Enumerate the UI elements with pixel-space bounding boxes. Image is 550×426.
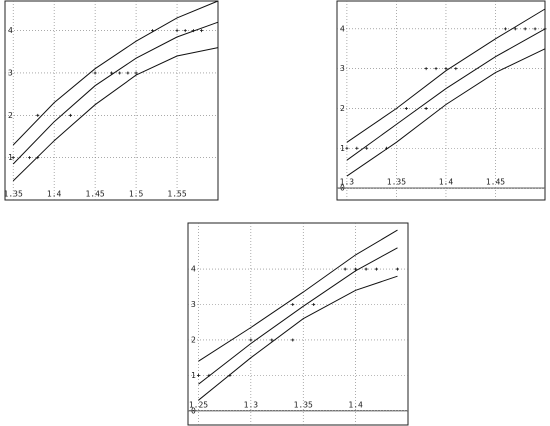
- data-point: [404, 106, 408, 110]
- data-point: [175, 29, 179, 33]
- y-tick-label: 1: [8, 153, 13, 162]
- data-point: [291, 303, 295, 307]
- data-point: [93, 71, 97, 75]
- x-tick-label: 1.4: [47, 190, 62, 199]
- data-point: [312, 303, 316, 307]
- fit-curve: [198, 229, 398, 362]
- x-tick-label: 1.4: [348, 400, 363, 409]
- y-tick-label: 2: [8, 111, 13, 120]
- data-point: [134, 71, 138, 75]
- data-point: [118, 71, 122, 75]
- data-point: [355, 146, 359, 150]
- fit-curve: [198, 275, 398, 401]
- data-point: [434, 67, 438, 71]
- data-point: [345, 146, 349, 150]
- data-point: [385, 146, 389, 150]
- y-tick-label: 0: [191, 406, 196, 415]
- data-point: [207, 373, 211, 377]
- data-point: [343, 267, 347, 271]
- fit-curve: [12, 21, 219, 165]
- y-tick-label: 0: [340, 184, 345, 193]
- data-point: [249, 338, 253, 342]
- y-tick-label: 1: [340, 144, 345, 153]
- fit-curve: [346, 8, 546, 143]
- data-point: [375, 267, 379, 271]
- x-tick-label: 1.25: [189, 400, 208, 409]
- data-point: [396, 267, 400, 271]
- data-point: [444, 67, 448, 71]
- x-tick-label: 1.35: [294, 400, 313, 409]
- data-point: [150, 29, 154, 33]
- data-point: [183, 29, 187, 33]
- y-tick-label: 1: [191, 371, 196, 380]
- y-tick-label: 2: [340, 104, 345, 113]
- data-point: [523, 27, 527, 31]
- data-point: [196, 373, 200, 377]
- data-point: [503, 27, 507, 31]
- data-point: [424, 106, 428, 110]
- x-tick-label: 1.5: [129, 190, 144, 199]
- y-tick-label: 3: [340, 64, 345, 73]
- plot-frame: [336, 0, 546, 201]
- fit-curve: [12, 47, 219, 182]
- data-point: [228, 373, 232, 377]
- fit-curve: [346, 28, 546, 161]
- y-tick-label: 3: [191, 300, 196, 309]
- data-point: [36, 113, 40, 117]
- data-point: [270, 338, 274, 342]
- data-point: [191, 29, 195, 33]
- data-point: [365, 146, 369, 150]
- x-tick-label: 1.3: [340, 178, 355, 187]
- data-point: [110, 71, 113, 75]
- data-point: [364, 267, 368, 271]
- data-point: [424, 67, 428, 71]
- x-tick-label: 1.4: [439, 178, 454, 187]
- data-point: [36, 156, 40, 160]
- data-point: [454, 67, 458, 71]
- x-tick-label: 1.3: [244, 400, 259, 409]
- data-point: [69, 113, 73, 117]
- data-point: [513, 27, 517, 31]
- y-tick-label: 4: [8, 26, 13, 35]
- data-point: [200, 29, 204, 33]
- x-tick-label: 1.45: [486, 178, 505, 187]
- fit-curve: [198, 247, 398, 385]
- y-tick-label: 2: [191, 335, 196, 344]
- data-point: [291, 338, 295, 342]
- data-point: [533, 27, 537, 31]
- y-tick-label: 4: [191, 265, 196, 274]
- data-point: [543, 27, 547, 31]
- data-point: [126, 71, 130, 75]
- y-tick-label: 3: [8, 68, 13, 77]
- x-tick-label: 1.35: [387, 178, 406, 187]
- data-point: [354, 267, 358, 271]
- x-tick-label: 1.35: [4, 190, 23, 199]
- x-tick-label: 1.45: [85, 190, 104, 199]
- plot-frame: [187, 222, 409, 426]
- x-tick-label: 1.55: [167, 190, 186, 199]
- data-point: [28, 156, 32, 160]
- fit-curve: [346, 48, 546, 177]
- y-tick-label: 4: [340, 24, 345, 33]
- data-point: [11, 156, 15, 160]
- fit-curve: [12, 0, 219, 146]
